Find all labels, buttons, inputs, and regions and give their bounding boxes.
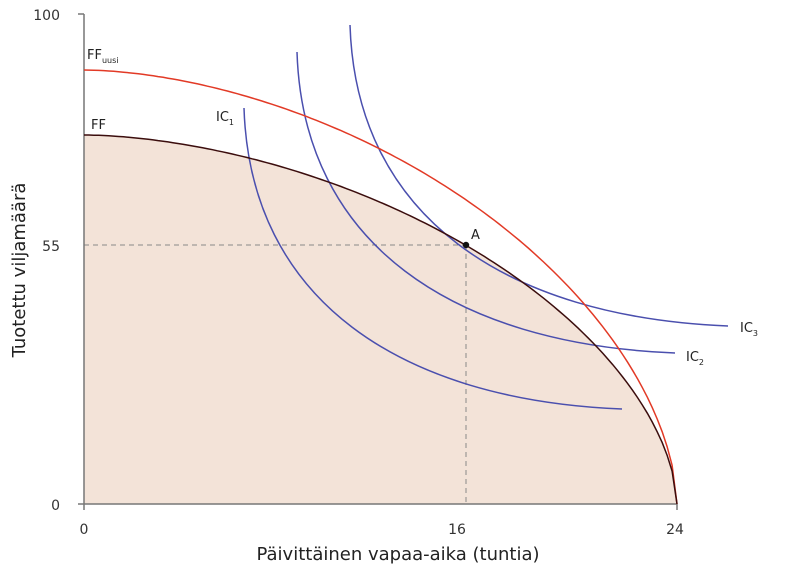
ff-curve bbox=[84, 134, 678, 505]
ic1-label: IC1 bbox=[216, 110, 234, 127]
ic3-curve bbox=[349, 24, 729, 327]
y-tick-label-0: 0 bbox=[51, 498, 60, 514]
ff-new-curve bbox=[83, 69, 678, 505]
ic2-curve bbox=[296, 51, 676, 354]
ic1-curve bbox=[243, 107, 623, 410]
point-a bbox=[462, 241, 470, 249]
ic3-label: IC3 bbox=[740, 321, 758, 338]
ff-new-label: FFuusi bbox=[87, 48, 119, 65]
feasible-set-area bbox=[84, 135, 677, 504]
x-axis-title: Päivittäinen vapaa-aika (tuntia) bbox=[256, 544, 539, 565]
y-tick-label-55: 55 bbox=[42, 239, 60, 255]
point-a-label: A bbox=[471, 228, 480, 243]
x-tick-label-24: 24 bbox=[666, 522, 684, 538]
ff-label: FF bbox=[91, 118, 106, 133]
y-axis-title: Tuotettu viljamäärä bbox=[9, 183, 30, 359]
ic2-label: IC2 bbox=[686, 350, 704, 367]
y-tick-label-100: 100 bbox=[33, 8, 60, 24]
x-tick-label-0: 0 bbox=[80, 522, 89, 538]
x-tick-label-16: 16 bbox=[448, 522, 466, 538]
